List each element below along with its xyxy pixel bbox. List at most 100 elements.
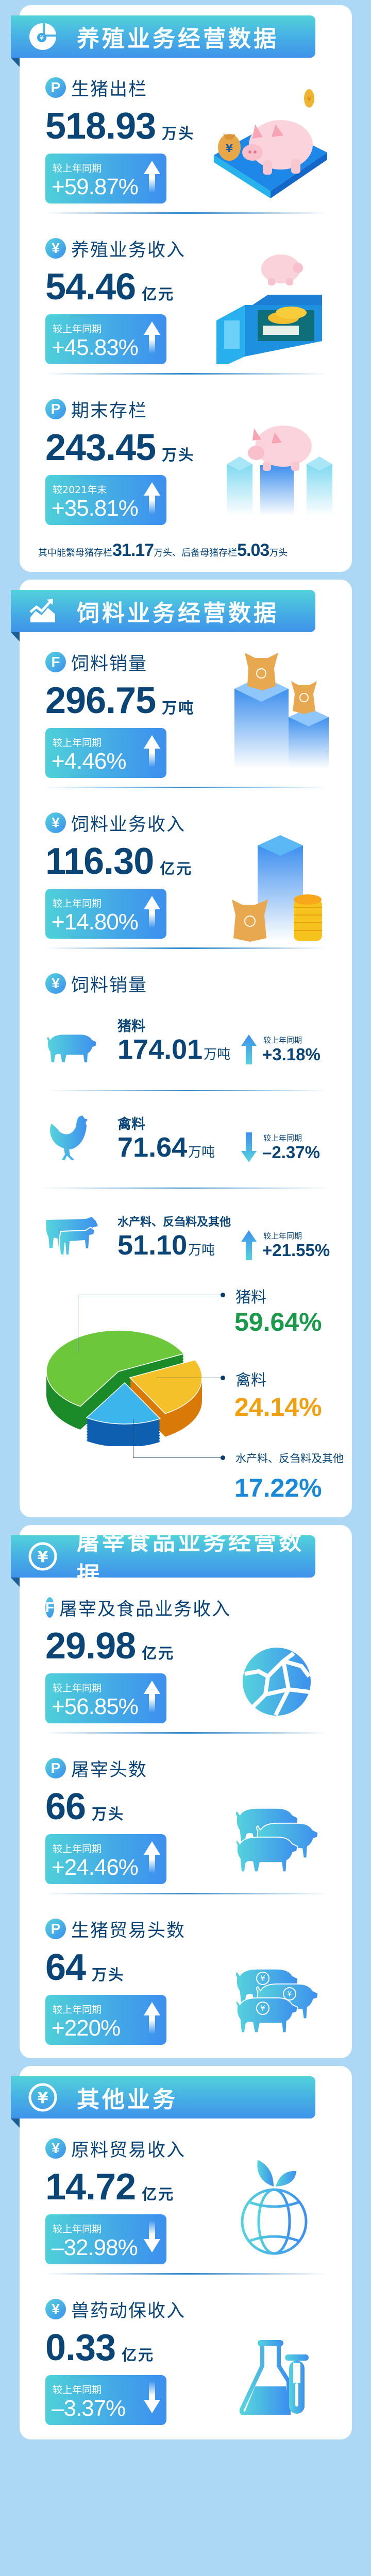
p-icon: P (45, 399, 66, 419)
metric-slaughter-revenue: F 屠宰及食品业务收入 29.98 亿元 较上年同期 +56.85% (45, 1597, 230, 1726)
metric-label: 期末存栏 (71, 400, 148, 421)
change-value: +4.46% (52, 749, 126, 774)
pig-icon (43, 1031, 98, 1063)
compare-label: 较上年同期 (53, 2224, 102, 2235)
metric-value: 518.93 (45, 106, 156, 147)
metric-value: 0.33 (45, 2327, 116, 2368)
compare-label: 较上年同期 (53, 163, 102, 174)
arrow-up-icon (241, 1035, 257, 1064)
trend-chart-icon (28, 597, 57, 625)
svg-text:¥: ¥ (226, 142, 233, 155)
pie-slice-2 (86, 1382, 161, 1446)
metric-label: 饲料销量 (71, 653, 148, 674)
building-bag-coins-illustration (232, 835, 322, 942)
pie-slice-top (46, 1330, 184, 1407)
change-badge: 较上年同期 +220% (45, 1995, 166, 2045)
f-icon: F (45, 1597, 55, 1618)
feed-value: 51.10 (117, 1230, 188, 1261)
arrow-up-icon (143, 320, 161, 353)
divider (44, 1893, 328, 1894)
arrow-up-icon (143, 1840, 161, 1873)
feed-unit: 万吨 (188, 1145, 215, 1160)
change-badge: 较上年同期 +14.80% (45, 889, 166, 939)
flask-test-tube-icon (240, 2340, 309, 2415)
metric-label: 屠宰头数 (71, 1759, 148, 1781)
metric-hog-trade-count: P 生猪贸易头数 64 万头 较上年同期 +220% (45, 1919, 215, 2047)
metric-unit: 万头 (162, 446, 195, 464)
change-value: +45.83% (52, 335, 139, 360)
pie-slice-1 (129, 1359, 203, 1437)
metric-value: 116.30 (45, 841, 154, 882)
change-value: +56.85% (52, 1694, 139, 1719)
metric-value: 14.72 (45, 2166, 136, 2208)
yuan-icon: ¥ (45, 2138, 66, 2159)
change-badge: 较上年同期 +56.85% (45, 1673, 166, 1723)
leader-dot (221, 1376, 225, 1380)
yuan-icon: ¥ (45, 812, 66, 833)
divider (44, 787, 328, 788)
arrow-down-icon (241, 1132, 257, 1162)
pie-value-other: 17.22% (234, 1473, 322, 1502)
pie-slice-0 (46, 1330, 184, 1430)
change-badge: 较上年同期 +24.46% (45, 1834, 166, 1884)
metric-veterinary-revenue: ¥ 兽药动保收入 0.33 亿元 较上年同期 –3.37% (45, 2299, 215, 2428)
arrow-up-icon (143, 160, 161, 193)
metric-unit: 万头 (92, 1805, 125, 1823)
pie-label-poultry: 禽料 (235, 1371, 266, 1389)
change-value: +59.87% (52, 174, 139, 199)
feed-change: +3.18% (262, 1045, 321, 1064)
metric-label: 生猪出栏 (71, 79, 148, 100)
banner-fold (11, 2119, 20, 2128)
banner-fold (11, 632, 20, 641)
compare-label: 较上年同期 (53, 898, 102, 909)
compare-label: 较上年同期 (53, 2384, 102, 2396)
section-header-other: ¥ 其他业务 (11, 2076, 315, 2119)
metric-hog-output: P 生猪出栏 518.93 万头 较上年同期 +59.87% (45, 77, 215, 206)
compare-label: 较上年同期 (53, 1683, 102, 1694)
change-badge: 较上年同期 –32.98% (45, 2214, 166, 2264)
divider (44, 947, 328, 949)
pie-value-pig: 59.64% (234, 1308, 322, 1336)
compare-label: 较上年同期 (53, 1843, 102, 1855)
change-value: +24.46% (52, 1855, 139, 1880)
p-icon: P (45, 1758, 66, 1778)
pie-label-pig: 猪料 (235, 1289, 266, 1307)
yuan-icon: ¥ (45, 238, 66, 259)
pie-slice-top (86, 1382, 161, 1425)
pie-value-poultry: 24.14% (234, 1393, 322, 1421)
change-badge: 较上年同期 +4.46% (45, 728, 166, 778)
metric-value: 66 (45, 1786, 86, 1827)
p-icon: P (45, 77, 66, 98)
metric-label: 兽药动保收入 (71, 2300, 186, 2321)
metric-label: 养殖业务收入 (71, 240, 186, 261)
f-icon: F (45, 652, 66, 672)
divider (41, 1188, 330, 1189)
metric-value: 54.46 (45, 266, 136, 308)
metric-slaughter-count: P 屠宰头数 66 万头 较上年同期 +24.46% (45, 1758, 215, 1887)
sow-inventory-note: 其中能繁母猪存栏 31.17 万头、 后备母猪存栏 5.03 万头 (38, 540, 288, 561)
divider (44, 373, 328, 375)
section-header-breeding: ¥ 养殖业务经营数据 (11, 15, 315, 58)
feed-row-aqua-ruminant-other: 水产料、反刍料及其他 51.10 万吨 较上年同期 +21.55% (42, 1215, 331, 1272)
safe-coins-illustration (216, 255, 322, 364)
section-header-feed: 饲料业务经营数据 (11, 590, 315, 632)
arrow-up-icon (143, 734, 161, 767)
svg-text:¥: ¥ (287, 1989, 292, 1998)
metric-value: 243.45 (45, 427, 156, 468)
compare-label: 较上年同期 (53, 324, 102, 335)
metric-raw-material-trade-revenue: ¥ 原料贸易收入 14.72 亿元 较上年同期 –32.98% (45, 2138, 215, 2267)
feed-type: 猪料 (117, 1019, 145, 1035)
section-header-slaughter: ¥ 屠宰食品业务经营数据 (11, 1529, 315, 1588)
compare-label: 较上年同期 (263, 1036, 302, 1045)
change-badge: 较上年同期 +45.83% (45, 314, 166, 364)
metric-label: 生猪贸易头数 (71, 1920, 186, 1941)
svg-text:¥: ¥ (307, 95, 312, 104)
feed-row-pig: 猪料 174.01 万吨 较上年同期 +3.18% (42, 1019, 331, 1076)
feed-row-poultry: 禽料 71.64 万吨 较上年同期 –2.37% (42, 1115, 331, 1174)
feed-change: –2.37% (262, 1143, 320, 1162)
yuan-icon: ¥ (45, 973, 66, 994)
pie-yuan-icon: ¥ (28, 22, 57, 51)
pigs-trade-icon: ¥ ¥ ¥ (235, 1969, 319, 2033)
svg-text:¥: ¥ (260, 1974, 265, 1983)
section-title: 养殖业务经营数据 (77, 26, 279, 52)
